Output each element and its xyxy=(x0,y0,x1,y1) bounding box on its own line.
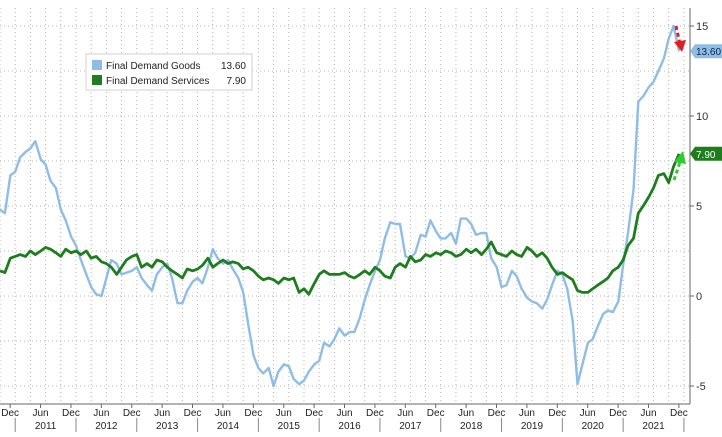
y-tick-label: -5 xyxy=(696,381,706,393)
year-label: 2018 xyxy=(460,421,483,432)
year-label: 2011 xyxy=(35,421,57,432)
x-tick-label: Jun xyxy=(397,408,413,419)
year-label: 2016 xyxy=(338,421,361,432)
x-tick-label: Jun xyxy=(154,408,170,419)
x-tick-label: Dec xyxy=(670,408,688,419)
x-tick-label: Jun xyxy=(519,408,535,419)
legend: Final Demand Goods 13.60 Final Demand Se… xyxy=(85,53,253,91)
year-label: 2021 xyxy=(642,421,665,432)
x-tick-label: Jun xyxy=(580,408,596,419)
year-label: 2013 xyxy=(156,421,179,432)
year-label: 2012 xyxy=(95,421,118,432)
x-tick-label: Dec xyxy=(427,408,445,419)
x-tick-label: Jun xyxy=(336,408,352,419)
x-tick-label: Jun xyxy=(93,408,109,419)
x-tick-label: Jun xyxy=(276,408,292,419)
x-tick-label: Dec xyxy=(366,408,384,419)
goods-down-arrow-icon xyxy=(674,40,686,52)
last-value-tags: 13.60 7.90 xyxy=(690,44,722,161)
year-label: 2015 xyxy=(278,421,301,432)
y-tick-label: 0 xyxy=(696,291,702,303)
last-value-tag-services: 7.90 xyxy=(690,146,722,161)
x-tick-label: Dec xyxy=(123,408,141,419)
x-tick-label: Jun xyxy=(640,408,656,419)
y-tick-label: 10 xyxy=(696,111,708,123)
x-tick-label: Dec xyxy=(184,408,202,419)
x-tick-label: Dec xyxy=(488,408,506,419)
services-up-arrow-shaft xyxy=(672,161,682,181)
goods-down-arrow-shaft xyxy=(674,25,682,45)
legend-label-services: Final Demand Services xyxy=(106,76,209,87)
legend-swatch-goods xyxy=(92,60,102,70)
x-tick-label: Dec xyxy=(1,408,19,419)
last-value-tag-goods: 13.60 xyxy=(690,44,722,59)
legend-box xyxy=(85,53,253,91)
axes: -5 0 5 10 15 Dec Jun Dec Jun Dec Jun Dec Jun Dec Jun De… xyxy=(0,8,708,432)
x-tick-label: Dec xyxy=(62,408,80,419)
year-label: 2014 xyxy=(217,421,240,432)
gridlines xyxy=(0,8,690,404)
x-tick-label: Jun xyxy=(32,408,48,419)
x-tick-label: Jun xyxy=(458,408,474,419)
legend-swatch-services xyxy=(92,75,102,85)
last-value-tag-text: 7.90 xyxy=(696,150,716,161)
legend-value-services: 7.90 xyxy=(227,76,247,87)
direction-arrows xyxy=(672,25,686,181)
last-value-tag-text: 13.60 xyxy=(696,47,721,58)
x-tick-label: Jun xyxy=(215,408,231,419)
y-tick-label: 5 xyxy=(696,201,702,213)
legend-value-goods: 13.60 xyxy=(221,61,246,72)
year-label: 2017 xyxy=(399,421,422,432)
x-tick-label: Dec xyxy=(305,408,323,419)
x-tick-label: Dec xyxy=(548,408,566,419)
year-label: 2020 xyxy=(582,421,605,432)
series-lines xyxy=(0,24,681,388)
last-value-tag-shape xyxy=(690,44,722,59)
series-line-goods xyxy=(0,24,681,388)
legend-label-goods: Final Demand Goods xyxy=(106,61,201,72)
last-value-tag-shape xyxy=(690,146,722,161)
y-tick-label: 15 xyxy=(696,21,708,33)
services-up-arrow-icon xyxy=(674,151,686,164)
x-tick-label: Dec xyxy=(244,408,262,419)
x-tick-label: Dec xyxy=(609,408,627,419)
year-label: 2019 xyxy=(521,421,544,432)
series-line-services xyxy=(0,153,681,296)
